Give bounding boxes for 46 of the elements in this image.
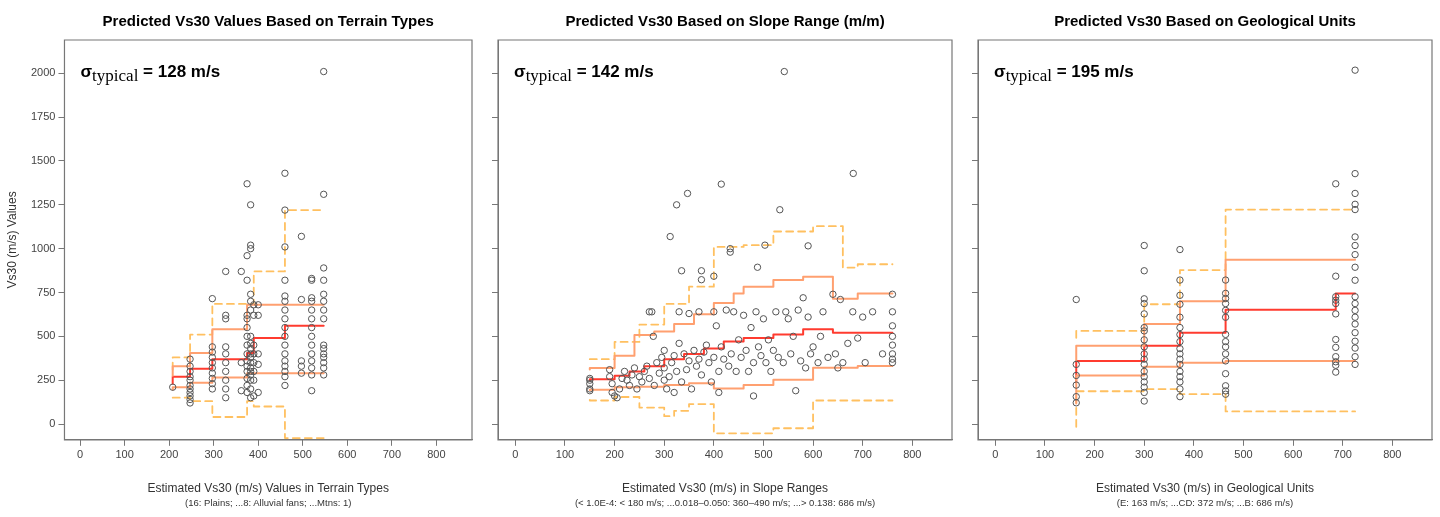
x-tick-label: 200 [1085,448,1104,461]
text: (E: 163 m/s; ...CD: 372 m/s; ...B: 686 m/s) [1116,496,1294,508]
x-tick-label: 300 [1135,448,1154,461]
x-tick-label: 100 [115,448,134,461]
x-tick-label: 700 [382,448,402,461]
y-tick-label: 1250 [30,197,56,210]
x-tick-label: 200 [605,448,624,461]
x-tick-label: 300 [204,448,223,461]
x-tick-label: 0 [992,448,999,461]
y-tick-label: 750 [37,285,56,298]
x-tick-label: 400 [704,448,724,461]
x-tick-label: 500 [293,448,312,461]
text: (16: Plains; ...8: Alluvial fans; ...Mtns: 1) [185,496,352,508]
y-tick-label: 1750 [30,110,56,123]
y-tick-label: 1500 [30,154,56,167]
x-tick-label: 200 [159,448,179,461]
x-tick-label: 800 [427,448,446,461]
text: (< 1.0E-4: < 180 m/s; ...0.018–0.050: 360–490 m/s; ...> 0.138: 686 m/s) [574,496,876,508]
x-tick-label: 0 [77,448,84,461]
x-tick-label: 400 [249,448,268,461]
y-tick-label: 250 [37,373,56,386]
x-tick-label: 600 [803,448,823,461]
x-tick-label: 400 [1184,448,1204,461]
x-tick-label: 500 [754,448,773,461]
y-tick-label: 2000 [30,66,56,79]
x-axis-title: Estimated Vs30 (m/s) in Geological Units [1095,480,1315,495]
chart-title: Predicted Vs30 Values Based on Terrain Types [102,12,434,29]
x-tick-label: 300 [655,448,674,461]
x-tick-label: 700 [1333,448,1352,461]
y-tick-label: 500 [37,329,56,342]
x-tick-label: 100 [555,448,575,461]
y-tick-label: 1000 [30,241,56,254]
x-tick-label: 100 [1035,448,1055,461]
x-tick-label: 800 [903,448,922,461]
x-axis-title: Estimated Vs30 (m/s) in Slope Ranges [621,480,829,495]
x-tick-label: 600 [1283,448,1303,461]
y-tick-label: 0 [49,417,56,430]
x-tick-label: 800 [1383,448,1402,461]
y-axis-title: Vs30 (m/s) Values [5,191,19,289]
x-tick-label: 600 [338,448,357,461]
x-tick-label: 700 [853,448,872,461]
x-axis-title: Estimated Vs30 (m/s) Values in Terrain Types [147,480,389,495]
chart-title: Predicted Vs30 Based on Geological Units [1054,12,1356,29]
x-tick-label: 500 [1234,448,1253,461]
x-tick-label: 0 [512,448,519,461]
chart-title: Predicted Vs30 Based on Slope Range (m/m) [565,12,885,29]
